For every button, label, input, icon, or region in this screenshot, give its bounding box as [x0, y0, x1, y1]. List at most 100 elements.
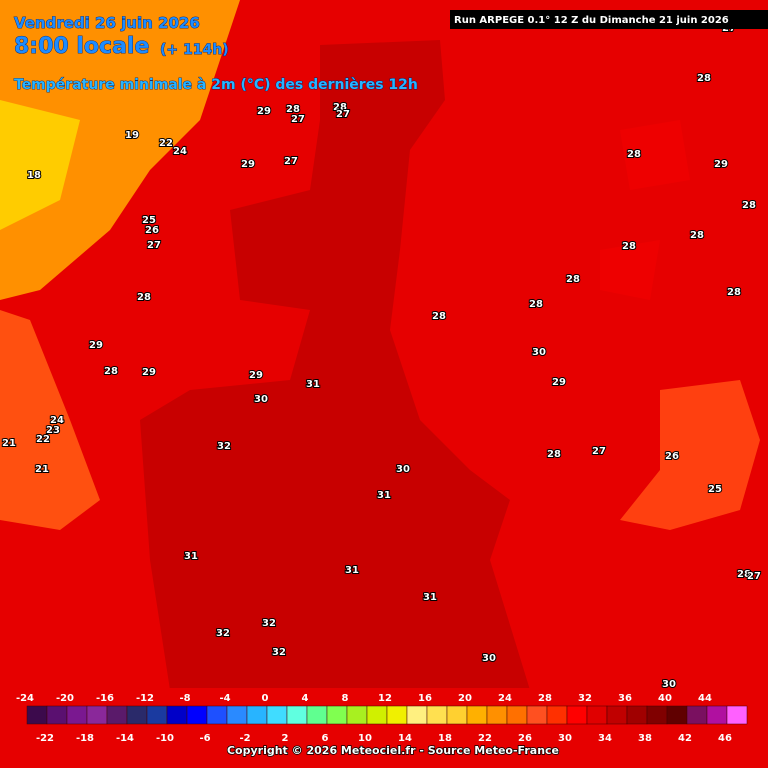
scale-swatch [166, 705, 188, 725]
cool-zone [620, 380, 760, 530]
temperature-label: 28 [432, 311, 446, 322]
temperature-label: 29 [142, 367, 156, 378]
scale-swatch [406, 705, 428, 725]
temperature-label: 28 [547, 449, 561, 460]
temperature-label: 28 [727, 287, 741, 298]
temperature-label: 29 [257, 106, 271, 117]
temperature-label: 32 [217, 441, 231, 452]
contour-zone [600, 120, 690, 300]
scale-swatch [246, 705, 268, 725]
color-scale: -24-22-20-18-16-14-12-10-8-6-4-202468101… [16, 693, 748, 744]
scale-swatch [26, 705, 48, 725]
temperature-label: 28 [622, 241, 636, 252]
run-banner [450, 10, 768, 29]
temperature-label: 32 [262, 618, 276, 629]
temperature-label: 27 [291, 114, 305, 125]
temperature-label: 31 [377, 490, 391, 501]
forecast-date: Vendredi 26 juin 2026 [14, 14, 200, 32]
temperature-label: 31 [423, 592, 437, 603]
temperature-label: 31 [184, 551, 198, 562]
temperature-label: 21 [2, 438, 16, 449]
scale-label: 22 [478, 733, 492, 744]
scale-swatch [226, 705, 248, 725]
scale-swatch [426, 705, 448, 725]
scale-label: -2 [239, 733, 250, 744]
temperature-label: 30 [532, 347, 546, 358]
temperature-label: 28 [286, 104, 300, 115]
scale-label: -20 [56, 693, 74, 704]
scale-label: 16 [418, 693, 432, 704]
temperature-label: 30 [662, 679, 676, 690]
forecast-time: 8:00 locale [14, 34, 149, 59]
temperature-label: 29 [552, 377, 566, 388]
scale-swatch [566, 705, 588, 725]
scale-swatch [286, 705, 308, 725]
scale-swatch [66, 705, 88, 725]
scale-swatch [366, 705, 388, 725]
temperature-label: 28 [697, 73, 711, 84]
very-hot-zone [140, 40, 530, 690]
temperature-label: 31 [306, 379, 320, 390]
scale-swatch [386, 705, 408, 725]
scale-swatch [626, 705, 648, 725]
temperature-label: 29 [241, 159, 255, 170]
temperature-label: 29 [89, 340, 103, 351]
temperature-label: 30 [482, 653, 496, 664]
scale-label: 28 [538, 693, 552, 704]
scale-swatch [706, 705, 728, 725]
scale-label: 36 [618, 693, 632, 704]
scale-swatch [126, 705, 148, 725]
temperature-label: 28 [627, 149, 641, 160]
map-title: Température minimale à 2m (°C) des derni… [14, 77, 418, 93]
scale-label: -16 [96, 693, 114, 704]
temperature-label: 19 [125, 130, 139, 141]
scale-swatch [466, 705, 488, 725]
scale-label: -4 [219, 693, 230, 704]
scale-label: 2 [282, 733, 289, 744]
scale-swatch [666, 705, 688, 725]
scale-label: 0 [262, 693, 269, 704]
temperature-label: 28 [333, 102, 347, 113]
temperature-label: 32 [216, 628, 230, 639]
scale-label: 18 [438, 733, 452, 744]
scale-swatch [686, 705, 708, 725]
temperature-label: 18 [27, 170, 41, 181]
temperature-label: 32 [272, 647, 286, 658]
scale-swatch [606, 705, 628, 725]
scale-swatch [326, 705, 348, 725]
scale-swatch [146, 705, 168, 725]
scale-label: 12 [378, 693, 392, 704]
scale-swatch [546, 705, 568, 725]
temperature-label: 22 [36, 434, 50, 445]
scale-swatch [106, 705, 128, 725]
scale-label: 44 [698, 693, 712, 704]
scale-label: -24 [16, 693, 34, 704]
temperature-label: 28 [104, 366, 118, 377]
temperature-label: 28 [742, 200, 756, 211]
scale-swatch [486, 705, 508, 725]
lead-time: (+ 114h) [160, 42, 229, 58]
temperature-label: 28 [137, 292, 151, 303]
scale-label: -22 [36, 733, 54, 744]
scale-label: 38 [638, 733, 652, 744]
scale-label: 24 [498, 693, 512, 704]
legend-background [0, 688, 768, 768]
temperature-label: 29 [714, 159, 728, 170]
scale-label: 4 [302, 693, 309, 704]
scale-label: -6 [199, 733, 210, 744]
warm-zone [0, 0, 240, 300]
scale-label: 20 [458, 693, 472, 704]
temperature-label: 28 [566, 274, 580, 285]
temperature-label: 29 [249, 370, 263, 381]
scale-swatch [266, 705, 288, 725]
scale-swatch [46, 705, 68, 725]
scale-label: -10 [156, 733, 174, 744]
temperature-label: 25 [142, 215, 156, 226]
scale-label: 10 [358, 733, 372, 744]
scale-label: 46 [718, 733, 732, 744]
temperature-label: 24 [50, 415, 64, 426]
temperature-label: 27 [592, 446, 606, 457]
temperature-label: 27 [747, 571, 761, 582]
scale-label: 42 [678, 733, 692, 744]
